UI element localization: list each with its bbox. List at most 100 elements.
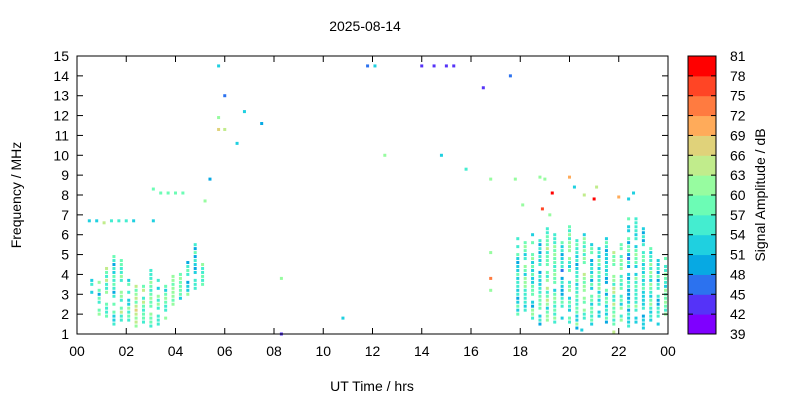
data-point <box>97 288 101 292</box>
data-point <box>560 316 564 320</box>
colorbar-tick-label: 69 <box>730 127 746 143</box>
data-point <box>649 263 653 266</box>
plot-frame <box>76 55 669 335</box>
data-point <box>634 217 638 221</box>
data-point <box>597 274 601 278</box>
data-point <box>538 290 542 294</box>
data-point <box>568 316 571 320</box>
data-point <box>604 249 608 253</box>
data-point <box>634 296 638 300</box>
data-point <box>523 268 527 272</box>
data-point <box>156 294 160 298</box>
data-point <box>664 280 668 284</box>
data-point <box>641 259 645 263</box>
data-point <box>582 312 586 316</box>
data-point <box>627 304 631 308</box>
data-point <box>119 314 123 318</box>
data-point <box>141 312 145 316</box>
data-point <box>560 300 564 304</box>
data-point <box>452 64 456 68</box>
data-point <box>634 288 638 292</box>
data-point <box>545 235 549 239</box>
data-point <box>134 300 138 304</box>
data-point <box>523 272 527 276</box>
data-point <box>538 263 542 266</box>
data-point <box>171 294 175 298</box>
data-point <box>590 294 594 298</box>
data-point <box>186 272 190 276</box>
data-point <box>641 294 645 298</box>
data-point <box>627 197 631 201</box>
data-point <box>531 284 535 288</box>
data-point <box>545 227 549 231</box>
data-point <box>489 288 493 292</box>
y-tick-label: 8 <box>61 187 69 203</box>
colorbar-tick-label: 54 <box>730 227 746 243</box>
data-point <box>649 255 653 259</box>
data-point <box>627 308 631 312</box>
data-point <box>641 251 645 255</box>
data-point <box>634 308 638 312</box>
data-point <box>516 276 520 280</box>
data-point <box>649 314 653 318</box>
data-point <box>649 282 653 286</box>
data-point <box>178 288 182 292</box>
data-point <box>580 328 584 332</box>
colorbar-bin <box>688 234 716 256</box>
colorbar-bin <box>688 135 716 156</box>
data-point <box>597 314 601 318</box>
data-point <box>612 278 616 282</box>
data-point <box>127 310 131 314</box>
data-point <box>444 64 448 68</box>
data-point <box>87 219 91 223</box>
data-point <box>560 257 564 261</box>
data-point <box>523 296 527 300</box>
colorbar-tick-label: 63 <box>730 167 746 183</box>
data-point <box>193 263 197 266</box>
data-point <box>516 261 520 265</box>
data-point <box>366 64 370 68</box>
data-point <box>590 243 594 247</box>
data-point <box>105 310 109 314</box>
data-point <box>156 286 160 290</box>
data-point <box>553 268 557 272</box>
data-point <box>664 257 668 261</box>
data-point <box>634 276 638 280</box>
data-point <box>575 255 579 259</box>
data-point <box>619 282 623 286</box>
data-point <box>112 314 116 318</box>
data-point <box>149 300 153 304</box>
colorbar-bin <box>688 95 716 117</box>
data-point <box>149 292 153 296</box>
data-point <box>164 288 168 292</box>
data-point <box>97 296 101 300</box>
data-point <box>553 237 557 241</box>
data-point <box>141 288 145 292</box>
data-point <box>590 282 594 286</box>
data-point <box>156 278 160 282</box>
data-point <box>112 322 116 326</box>
colorbar-tick-label: 78 <box>730 68 746 84</box>
data-point <box>597 302 601 306</box>
data-point <box>553 264 557 268</box>
data-point <box>489 177 493 181</box>
data-point <box>568 249 571 253</box>
data-point <box>582 316 586 320</box>
data-point <box>632 191 636 195</box>
data-point <box>560 296 564 300</box>
data-point <box>166 191 170 195</box>
data-point <box>604 237 608 241</box>
data-point <box>664 268 668 272</box>
data-point <box>634 245 638 249</box>
data-point <box>627 261 631 265</box>
y-tick-label: 5 <box>61 247 69 263</box>
colorbar-bin <box>688 75 716 97</box>
data-point <box>516 245 520 249</box>
data-point <box>105 282 109 286</box>
data-point <box>595 185 599 189</box>
y-tick-label: 14 <box>53 68 69 84</box>
data-point <box>612 255 616 259</box>
data-point <box>612 298 616 302</box>
data-point <box>105 278 109 282</box>
